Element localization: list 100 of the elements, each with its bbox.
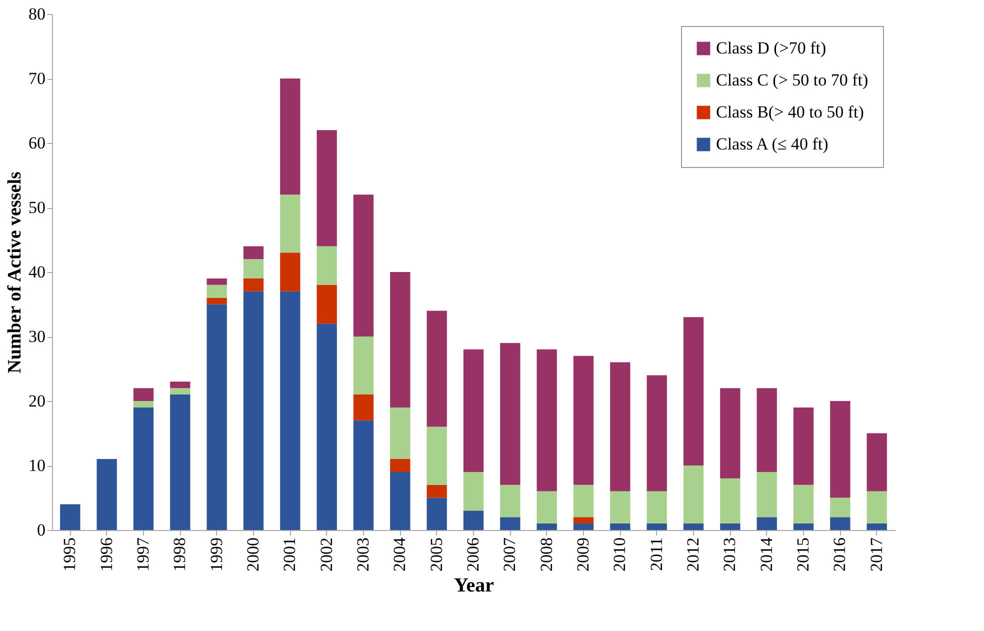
x-tick-label: 1995 [60, 538, 80, 572]
x-tick-label: 2012 [684, 538, 703, 572]
bar [866, 491, 887, 524]
bar [243, 278, 264, 292]
bar [353, 194, 374, 336]
bar [426, 310, 447, 427]
x-tick-label: 2001 [280, 538, 300, 572]
bar [573, 524, 594, 530]
x-tick-label: 2017 [866, 537, 886, 572]
bar [866, 524, 887, 530]
bar [500, 517, 520, 530]
bar [500, 484, 520, 518]
bar [793, 407, 814, 485]
bar [280, 194, 300, 253]
bar [463, 510, 484, 530]
x-tick-label: 2014 [756, 537, 776, 572]
y-tick-label: 70 [28, 69, 46, 88]
bar [536, 524, 557, 530]
x-tick-label: 2002 [316, 538, 336, 572]
bar [720, 478, 740, 524]
bar [206, 304, 227, 530]
y-tick-label: 50 [28, 198, 46, 217]
x-axis-title: Year [454, 574, 494, 596]
bar [426, 498, 447, 530]
bar [646, 524, 667, 530]
bar [720, 524, 740, 530]
bar [610, 362, 630, 492]
bar [610, 491, 630, 524]
bar [720, 388, 740, 478]
bar [830, 517, 850, 530]
bar [390, 272, 410, 408]
bar [243, 291, 264, 530]
bar [573, 484, 594, 518]
bar [573, 517, 594, 524]
bar [426, 484, 447, 498]
bar [793, 484, 814, 524]
x-tick-label: 2015 [794, 538, 813, 572]
bar [683, 524, 704, 530]
x-tick-label: 2008 [536, 538, 556, 572]
x-tick-label: 2006 [464, 538, 482, 572]
bar [830, 401, 850, 498]
x-tick-label: 2009 [574, 538, 593, 572]
bar [133, 388, 154, 401]
bar [830, 498, 850, 518]
x-tick-label: 1996 [96, 538, 116, 572]
y-tick-label: 10 [28, 456, 46, 475]
y-tick-label: 80 [28, 4, 46, 24]
bar [170, 394, 190, 530]
bar [353, 336, 374, 395]
x-tick-label: 1999 [206, 538, 226, 572]
bar [500, 342, 520, 485]
x-tick-label: 2016 [830, 538, 850, 572]
legend-label: Class C (> 50 to 70 ft) [716, 70, 868, 90]
bar [463, 349, 484, 472]
bar [206, 284, 227, 298]
legend-label: Class D (>70 ft) [716, 38, 826, 58]
bar [390, 472, 410, 530]
bar [793, 524, 814, 530]
bar [683, 317, 704, 466]
bar [96, 459, 117, 530]
bar [316, 246, 337, 285]
bar [426, 426, 447, 485]
bar [133, 407, 154, 530]
y-tick-label: 30 [28, 327, 46, 346]
bar [316, 130, 337, 246]
bar [280, 78, 300, 195]
bar [866, 433, 887, 492]
bar [243, 259, 264, 278]
bar [170, 382, 190, 388]
x-tick-label: 1998 [170, 538, 190, 572]
bar [683, 466, 704, 524]
bar [756, 472, 777, 518]
bar [463, 472, 484, 511]
bar [756, 388, 777, 472]
y-tick-label: 60 [28, 134, 46, 152]
x-tick-label: 2011 [646, 538, 666, 571]
bar [206, 278, 227, 285]
x-tick-label: 2000 [243, 538, 262, 572]
bar [316, 284, 337, 324]
bar [353, 420, 374, 530]
x-tick-label: 2003 [353, 538, 372, 572]
bar [60, 504, 80, 530]
bar [353, 394, 374, 420]
x-tick-label: 2010 [610, 538, 630, 572]
bar [536, 349, 557, 492]
bar [536, 491, 557, 524]
bar [390, 407, 410, 460]
y-tick-label: 40 [28, 262, 46, 282]
x-tick-label: 2013 [720, 538, 740, 572]
bar [573, 356, 594, 485]
bar [646, 375, 667, 492]
bar [390, 459, 410, 472]
legend-label: Class A (≤ 40 ft) [716, 134, 828, 154]
bar [646, 491, 667, 524]
x-tick-label: 2005 [426, 538, 446, 572]
x-tick-label: 2007 [500, 537, 520, 572]
bar [280, 291, 300, 530]
y-tick-label: 0 [37, 520, 46, 540]
bar [316, 324, 337, 530]
bar [280, 252, 300, 292]
